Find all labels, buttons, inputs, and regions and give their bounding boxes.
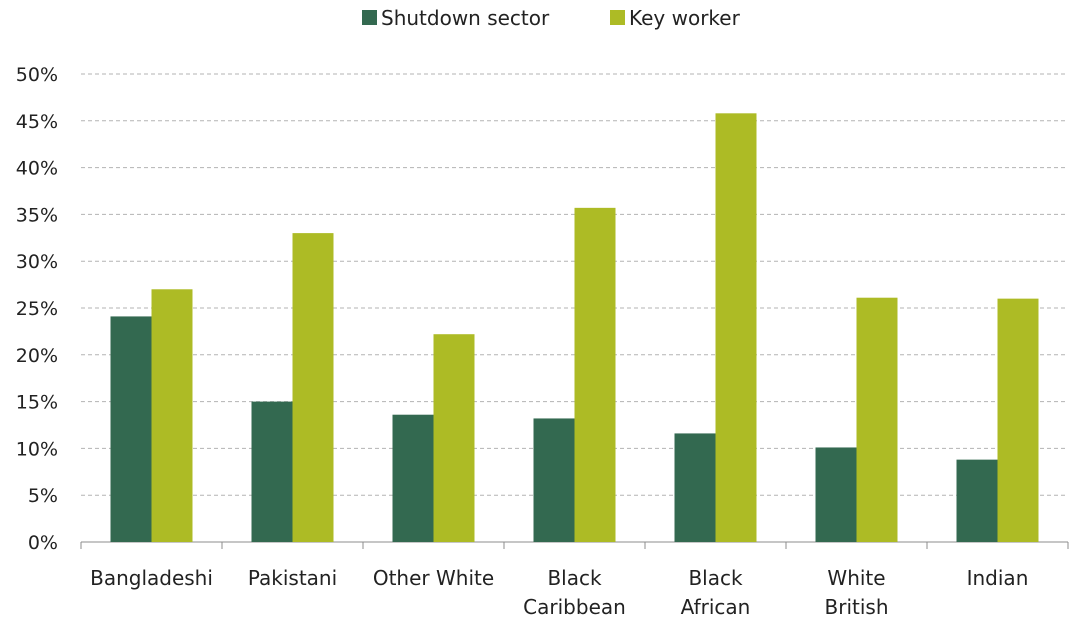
y-tick-label: 35% xyxy=(16,204,58,226)
legend-swatch xyxy=(362,10,377,25)
legend: Shutdown sector Key worker xyxy=(362,6,741,30)
legend-label: Shutdown sector xyxy=(381,6,550,30)
y-tick-label: 40% xyxy=(16,158,58,180)
bar-key-worker xyxy=(433,334,475,542)
bar-key-worker xyxy=(856,297,898,542)
y-tick-label: 20% xyxy=(16,345,58,367)
bar-shutdown-sector xyxy=(392,414,434,542)
y-tick-label: 25% xyxy=(16,298,58,320)
bars xyxy=(110,113,1039,542)
bar-shutdown-sector xyxy=(815,447,857,542)
x-tick-label: White British xyxy=(825,566,889,619)
bar-key-worker xyxy=(715,113,757,542)
x-tick-label: Black African xyxy=(681,566,751,619)
bar-key-worker xyxy=(997,298,1039,542)
y-tick-label: 0% xyxy=(28,532,58,554)
y-axis: 0% 5% 10% 15% 20% 25% 30% 35% 40% 45% 50% xyxy=(16,64,58,554)
bar-shutdown-sector xyxy=(533,418,575,542)
bar-shutdown-sector xyxy=(251,401,293,542)
legend-label: Key worker xyxy=(629,6,741,30)
legend-swatch xyxy=(610,10,625,25)
bar-key-worker xyxy=(292,233,334,542)
y-tick-label: 45% xyxy=(16,111,58,133)
x-tick-label: Indian xyxy=(967,566,1029,590)
x-tick-label: Black Caribbean xyxy=(523,566,626,619)
x-tick-label: Bangladeshi xyxy=(90,566,213,590)
bar-shutdown-sector xyxy=(674,433,716,542)
bar-key-worker xyxy=(574,207,616,542)
bar-shutdown-sector xyxy=(956,459,998,542)
bar-key-worker xyxy=(151,289,193,542)
y-tick-label: 5% xyxy=(28,485,58,507)
y-tick-label: 50% xyxy=(16,64,58,86)
x-axis: Bangladeshi Pakistani Other White Black Cari… xyxy=(80,542,1069,619)
x-tick-label: Other White xyxy=(373,566,494,590)
y-tick-label: 10% xyxy=(16,438,58,460)
bar-shutdown-sector xyxy=(110,316,152,542)
x-tick-label: Pakistani xyxy=(248,566,337,590)
y-tick-label: 30% xyxy=(16,251,58,273)
y-tick-label: 15% xyxy=(16,392,58,414)
